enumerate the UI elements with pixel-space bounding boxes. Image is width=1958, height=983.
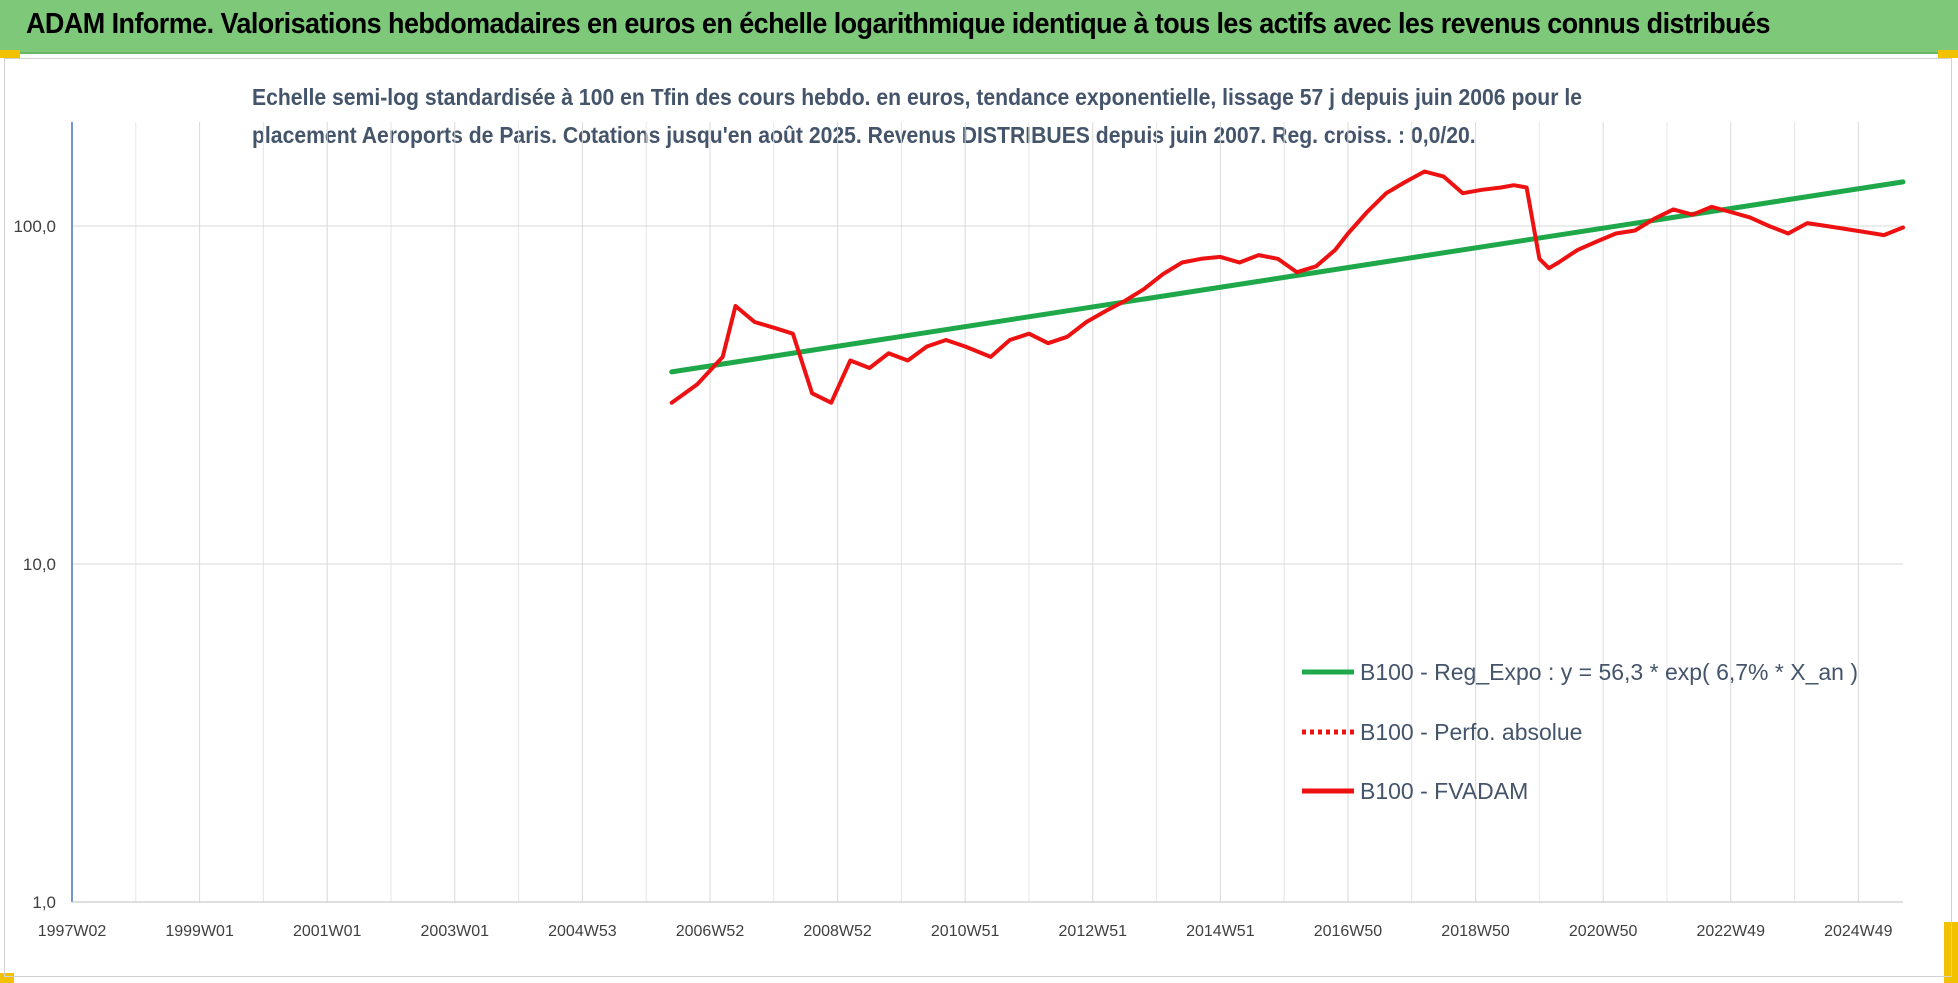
x-tick-label: 2010W51 <box>931 923 1000 940</box>
chart-frame <box>4 58 1952 977</box>
chart-title-line-1: Echelle semi-log standardisée à 100 en T… <box>252 84 1582 110</box>
x-tick-label: 2006W52 <box>676 923 745 940</box>
x-tick-label: 2014W51 <box>1186 923 1255 940</box>
legend-label: B100 - FVADAM <box>1360 778 1528 804</box>
corner-mark-top-right <box>1938 50 1958 58</box>
legend-label: B100 - Perfo. absolue <box>1360 719 1582 745</box>
x-tick-label: 1997W02 <box>38 923 107 940</box>
y-tick-label: 100,0 <box>13 217 56 236</box>
x-tick-label: 2001W01 <box>293 923 362 940</box>
x-tick-label: 1999W01 <box>165 923 234 940</box>
x-tick-label: 2008W52 <box>803 923 872 940</box>
x-tick-label: 2003W01 <box>421 923 490 940</box>
chart-title-line-2: placement Aeroports de Paris. Cotations … <box>252 122 1476 148</box>
series-fvadam-line <box>669 169 1905 405</box>
y-tick-label: 1,0 <box>32 893 56 912</box>
x-tick-label: 2016W50 <box>1314 923 1383 940</box>
x-tick-label: 2018W50 <box>1441 923 1510 940</box>
corner-mark-bottom-left <box>0 973 14 983</box>
banner-title: ADAM Informe. Valorisations hebdomadaire… <box>26 8 1771 40</box>
x-tick-label: 2022W49 <box>1696 923 1765 940</box>
x-tick-label: 2020W50 <box>1569 923 1638 940</box>
x-tick-label: 2024W49 <box>1824 923 1893 940</box>
x-tick-label: 2004W53 <box>548 923 617 940</box>
x-tick-label: 2012W51 <box>1059 923 1128 940</box>
corner-mark-top-left <box>0 50 20 58</box>
banner: ADAM Informe. Valorisations hebdomadaire… <box>0 0 1958 54</box>
y-tick-label: 10,0 <box>23 555 56 574</box>
legend-label: B100 - Reg_Expo : y = 56,3 * exp( 6,7% *… <box>1360 659 1858 685</box>
